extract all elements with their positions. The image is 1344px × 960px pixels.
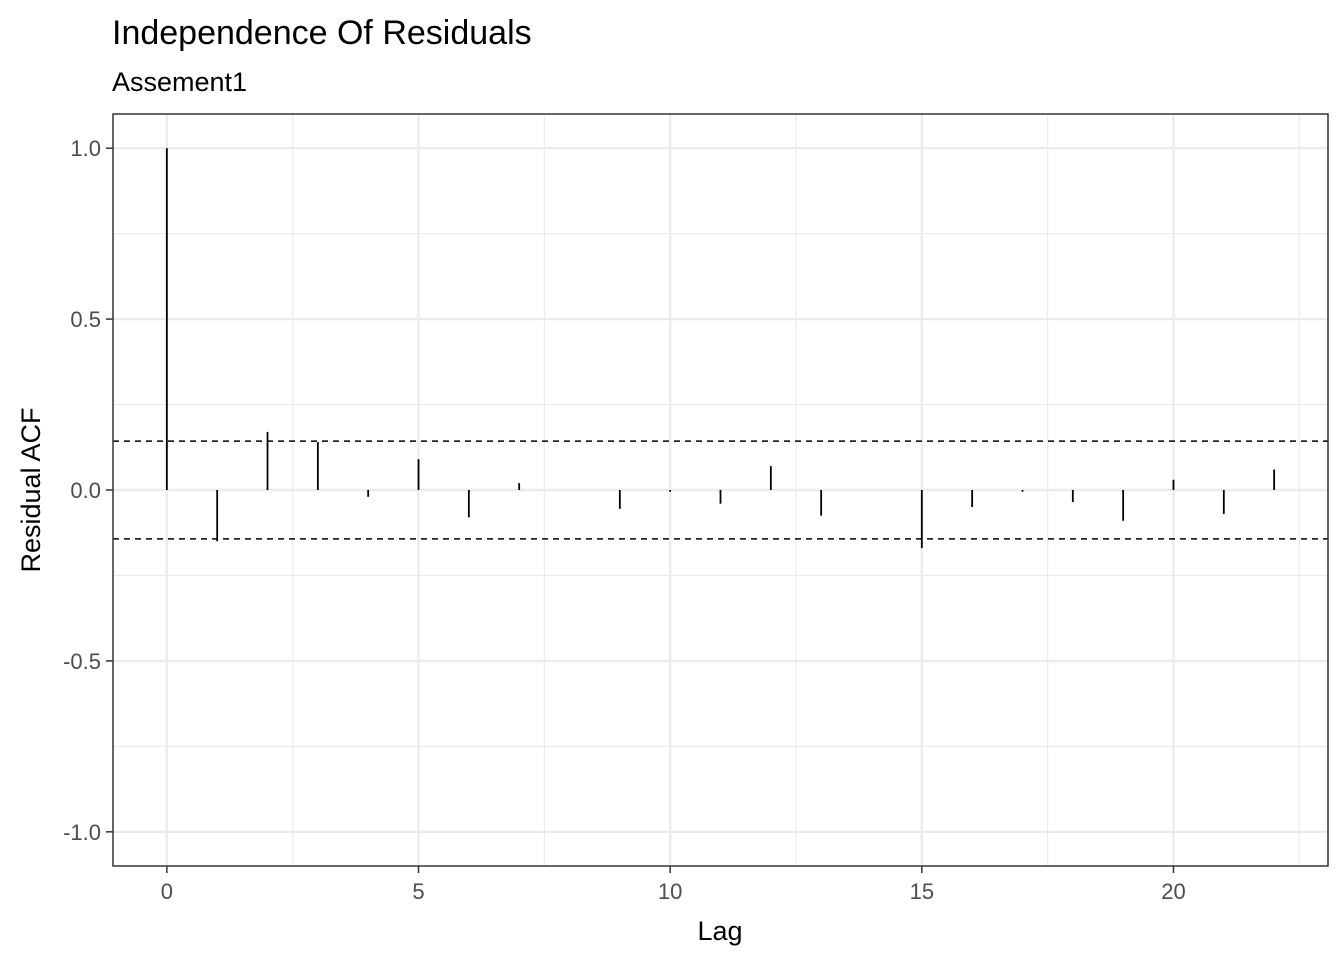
chart-title: Independence Of Residuals <box>112 14 532 52</box>
chart-subtitle: Assement1 <box>112 67 247 97</box>
y-tick-label: -1.0 <box>63 820 101 845</box>
y-axis-ticks: -1.0 -0.5 0.0 0.5 1.0 <box>63 136 113 845</box>
x-tick-label: 5 <box>412 879 424 904</box>
x-axis-ticks: 0 5 10 15 20 <box>161 866 1186 904</box>
y-axis-label: Residual ACF <box>16 407 46 572</box>
x-tick-label: 0 <box>161 879 173 904</box>
x-axis-label: Lag <box>697 916 742 946</box>
y-tick-label: -0.5 <box>63 649 101 674</box>
y-tick-label: 0.5 <box>70 307 101 332</box>
x-tick-label: 10 <box>658 879 682 904</box>
y-tick-label: 0.0 <box>70 478 101 503</box>
x-tick-label: 20 <box>1161 879 1185 904</box>
acf-bars <box>165 148 1276 549</box>
y-tick-label: 1.0 <box>70 136 101 161</box>
confidence-bounds <box>113 440 1328 540</box>
x-tick-label: 15 <box>910 879 934 904</box>
